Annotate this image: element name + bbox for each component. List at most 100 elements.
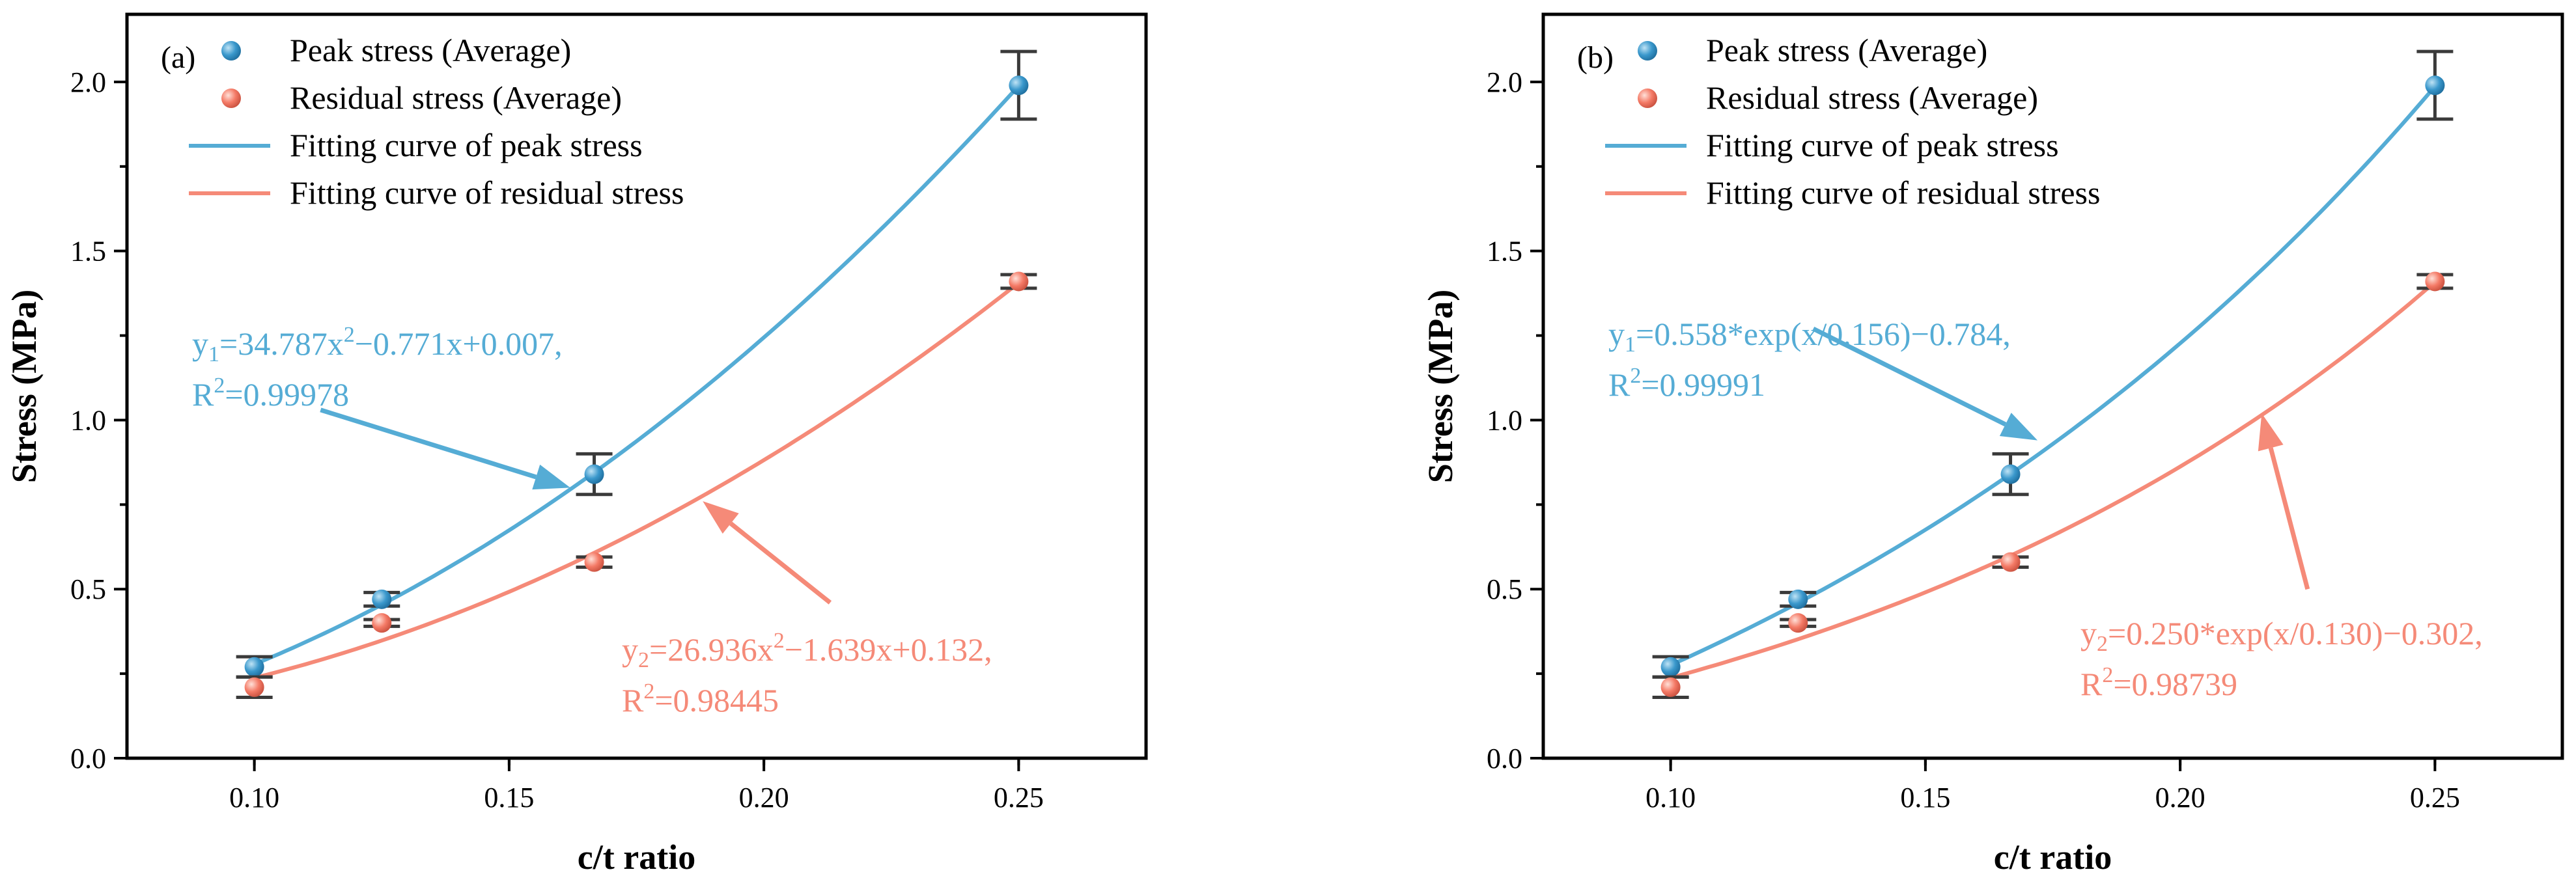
legend-label: Fitting curve of residual stress <box>290 174 684 211</box>
x-tick-label: 0.15 <box>484 782 534 814</box>
y-tick-label: 1.5 <box>70 236 106 267</box>
r2-label: R <box>1608 366 1631 403</box>
residual-arrow-shaft <box>729 521 832 605</box>
x-tick-label: 0.10 <box>1645 782 1696 814</box>
residual-stress-point <box>584 552 604 572</box>
x-tick-label: 0.20 <box>2155 782 2205 814</box>
equation-body: =26.936x <box>649 631 774 668</box>
r2-value: =0.99978 <box>225 376 349 413</box>
equation-body: =0.250*exp(x/0.130)−0.302, <box>2108 615 2483 651</box>
equation-superscript: 2 <box>344 323 355 347</box>
equation-superscript: 2 <box>774 629 785 653</box>
panel-a: 0.10 0.15 0.20 0.25 0.0 0.5 1.0 1.5 2.0 c/t ratio… <box>5 12 1148 877</box>
x-tick-label: 0.25 <box>2410 782 2460 814</box>
y-tick-label: 0.5 <box>1487 573 1522 605</box>
peak-fit-r2: R2=0.99991 <box>1608 364 1765 403</box>
y-tick-label: 0.0 <box>70 743 106 774</box>
legend-label: Fitting curve of residual stress <box>1706 174 2100 211</box>
legend-label: Fitting curve of peak stress <box>1706 127 2059 163</box>
peak-fit-r2: R2=0.99978 <box>192 374 349 413</box>
peak-stress-point <box>244 657 264 677</box>
residual-stress-point <box>2425 271 2445 292</box>
equation-body-end: −0.771x+0.007, <box>355 325 563 362</box>
equation-y: y <box>622 631 638 668</box>
r2-superscript: 2 <box>1630 364 1641 388</box>
equation-subscript: 1 <box>1625 333 1636 357</box>
legend-peak-marker <box>1638 41 1657 61</box>
y-tick-label: 1.5 <box>1487 236 1522 267</box>
legend-label: Residual stress (Average) <box>290 79 622 116</box>
y-tick-label: 1.0 <box>70 404 106 436</box>
residual-fit-r2: R2=0.98445 <box>622 679 779 718</box>
r2-superscript: 2 <box>643 679 654 704</box>
r2-label: R <box>192 376 214 413</box>
peak-arrow-shaft <box>1812 327 2007 427</box>
residual-stress-point <box>1788 613 1808 633</box>
r2-value: =0.98739 <box>2113 666 2237 702</box>
y-tick-label: 0.0 <box>1487 743 1522 774</box>
residual-stress-point <box>2000 552 2021 572</box>
residual-fit-curve <box>1670 280 2437 680</box>
y-axis-title: Stress (MPa) <box>5 290 44 483</box>
equation-body-end: −1.639x+0.132, <box>785 631 992 668</box>
peak-arrow-shaft <box>320 407 537 480</box>
r2-value: =0.99991 <box>1641 366 1765 403</box>
plot-frame <box>125 12 1148 760</box>
r2-superscript: 2 <box>2102 663 2113 687</box>
equation-subscript: 1 <box>208 342 219 366</box>
equation-subscript: 2 <box>638 648 649 672</box>
residual-arrow-head <box>703 501 739 534</box>
y-tick-label: 2.0 <box>70 66 106 98</box>
x-tick-label: 0.25 <box>994 782 1044 814</box>
peak-stress-point <box>584 464 604 484</box>
r2-label: R <box>622 682 644 718</box>
peak-arrow-head <box>532 464 570 490</box>
x-axis-title: c/t ratio <box>1994 838 2112 877</box>
equation-y: y <box>1608 316 1625 352</box>
r2-label: R <box>2080 666 2103 702</box>
y-tick-label: 2.0 <box>1487 66 1522 98</box>
plot-frame <box>1541 12 2564 760</box>
residual-stress-point <box>372 613 392 633</box>
legend-label: Fitting curve of peak stress <box>290 127 643 163</box>
residual-fit-curve <box>253 281 1020 680</box>
peak-stress-point <box>1788 589 1808 609</box>
residual-stress-point <box>244 677 264 697</box>
equation-body: =34.787x <box>219 325 344 362</box>
panel-label: (b) <box>1577 40 1614 75</box>
x-axis-title: c/t ratio <box>578 838 695 877</box>
equation-y: y <box>192 325 208 362</box>
r2-superscript: 2 <box>214 374 225 398</box>
peak-stress-point <box>1009 75 1029 96</box>
peak-fit-curve <box>253 84 1020 666</box>
y-tick-label: 0.5 <box>70 573 106 605</box>
peak-stress-point <box>1660 657 1681 677</box>
residual-stress-point <box>1660 677 1681 697</box>
equation-y: y <box>2080 615 2097 651</box>
legend-label: Peak stress (Average) <box>1706 32 1987 68</box>
peak-fit-equation: y1=34.787x2−0.771x+0.007, <box>192 323 563 366</box>
r2-value: =0.98445 <box>654 682 779 718</box>
equation-subscript: 2 <box>2097 632 2108 656</box>
peak-arrow-head <box>1999 413 2038 441</box>
residual-arrow-shaft <box>2268 447 2310 590</box>
y-axis-title: Stress (MPa) <box>1421 290 1460 483</box>
legend-residual-marker <box>1638 89 1657 108</box>
panel-label: (a) <box>161 40 195 75</box>
residual-arrow-head <box>2258 413 2284 452</box>
peak-stress-point <box>2425 75 2445 96</box>
legend-label: Residual stress (Average) <box>1706 79 2038 116</box>
x-tick-label: 0.15 <box>1900 782 1950 814</box>
residual-fit-equation: y2=26.936x2−1.639x+0.132, <box>622 629 992 672</box>
legend-label: Peak stress (Average) <box>290 32 571 68</box>
x-tick-label: 0.20 <box>739 782 789 814</box>
residual-stress-point <box>1009 271 1029 292</box>
residual-fit-r2: R2=0.98739 <box>2080 663 2237 702</box>
x-tick-label: 0.10 <box>229 782 279 814</box>
residual-fit-equation: y2=0.250*exp(x/0.130)−0.302, <box>2080 615 2483 656</box>
peak-fit-equation: y1=0.558*exp(x/0.156)−0.784, <box>1608 316 2011 357</box>
panel-b: 0.10 0.15 0.20 0.25 0.0 0.5 1.0 1.5 2.0 c/t ratio… <box>1421 12 2564 877</box>
y-tick-label: 1.0 <box>1487 404 1522 436</box>
peak-stress-point <box>372 589 392 609</box>
